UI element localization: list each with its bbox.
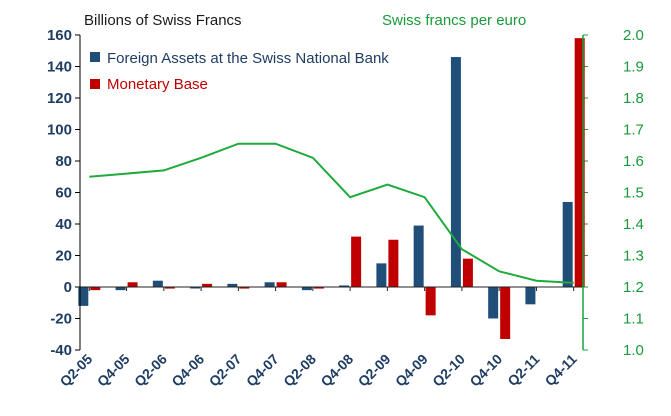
right-tick-label: 1.7: [623, 122, 644, 139]
foreign-assets-bar: [525, 287, 536, 305]
legend-label-foreign-assets: Foreign Assets at the Swiss National Ban…: [107, 50, 389, 67]
legend: Foreign Assets at the Swiss National Ban…: [90, 50, 389, 93]
left-tick-label: 40: [55, 216, 72, 233]
left-tick-label: 20: [55, 248, 72, 265]
left-tick-label: 100: [47, 122, 72, 139]
foreign-assets-bar: [152, 280, 163, 287]
bar-series: [78, 38, 585, 339]
monetary-base-bar: [574, 38, 585, 288]
foreign-assets-bar: [339, 285, 350, 287]
monetary-base-bar: [500, 287, 511, 339]
foreign-assets-bar: [488, 287, 499, 319]
right-tick-label: 1.0: [623, 342, 644, 359]
foreign-assets-bar: [78, 287, 89, 306]
monetary-base-bar: [462, 258, 473, 287]
legend-swatch-foreign-assets: [90, 52, 100, 62]
left-tick-label: 120: [47, 90, 72, 107]
monetary-base-bar: [388, 239, 399, 287]
monetary-base-bar: [351, 236, 362, 287]
legend-swatch-monetary-base: [90, 79, 100, 89]
right-tick-label: 1.3: [623, 248, 644, 265]
foreign-assets-bar: [190, 287, 201, 289]
monetary-base-bar: [164, 287, 175, 289]
right-tick-label: 1.4: [623, 216, 644, 233]
right-axis-ticks: 2.0 1.9 1.8 1.7 1.6 1.5 1.4 1.3 1.2 1.1 1.0: [583, 27, 644, 359]
right-tick-label: 1.5: [623, 185, 644, 202]
left-axis-title: Billions of Swiss Francs: [84, 12, 242, 29]
right-tick-label: 2.0: [623, 27, 644, 44]
foreign-assets-bar: [450, 57, 461, 287]
left-axis-ticks: 160 140 120 100 80 60 40 20 0 -20 -40: [47, 27, 80, 359]
left-tick-label: 0: [64, 279, 72, 296]
foreign-assets-bar: [264, 282, 275, 287]
left-tick-label: 60: [55, 185, 72, 202]
foreign-assets-bar: [227, 283, 238, 287]
foreign-assets-bar: [115, 287, 126, 291]
legend-label-monetary-base: Monetary Base: [107, 76, 208, 93]
monetary-base-bar: [202, 283, 213, 287]
left-tick-label: 160: [47, 27, 72, 44]
foreign-assets-bar: [301, 287, 312, 291]
right-tick-label: 1.6: [623, 153, 644, 170]
foreign-assets-bar: [376, 263, 387, 287]
monetary-base-bar: [90, 287, 101, 291]
foreign-assets-bar: [562, 201, 573, 287]
right-axis-title: Swiss francs per euro: [382, 12, 526, 29]
right-tick-label: 1.2: [623, 279, 644, 296]
left-tick-label: -20: [50, 311, 72, 328]
monetary-base-bar: [276, 282, 287, 287]
monetary-base-bar: [127, 282, 138, 287]
right-tick-label: 1.9: [623, 59, 644, 76]
monetary-base-bar: [425, 287, 436, 316]
right-tick-label: 1.8: [623, 90, 644, 107]
exchange-rate-line: [89, 142, 574, 284]
monetary-base-bar: [239, 287, 250, 289]
foreign-assets-bar: [413, 225, 424, 287]
left-tick-label: -40: [50, 342, 72, 359]
left-tick-label: 140: [47, 59, 72, 76]
monetary-base-bar: [313, 287, 324, 289]
right-tick-label: 1.1: [623, 311, 644, 328]
left-tick-label: 80: [55, 153, 72, 170]
